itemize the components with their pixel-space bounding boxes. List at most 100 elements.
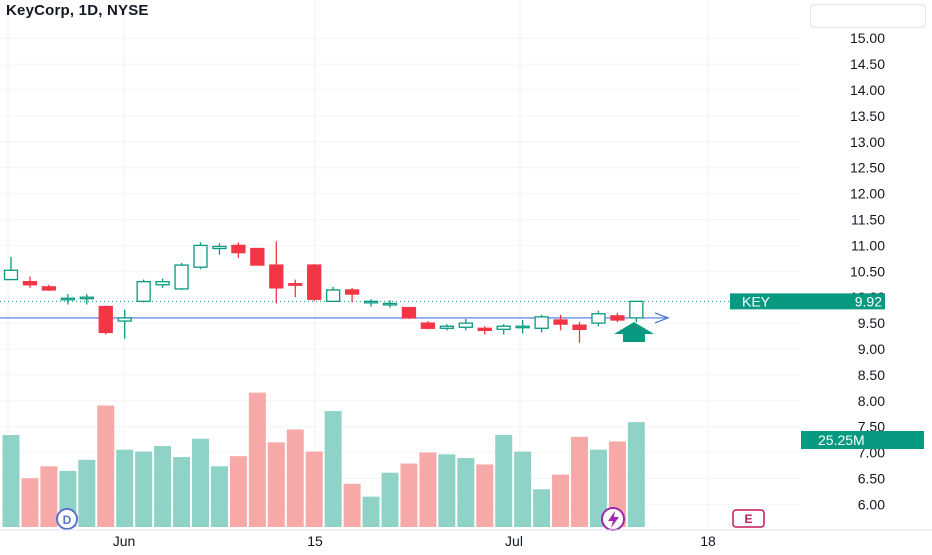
price-axis: 15.00 14.50 14.00 13.50 13.00 12.50 12.00 11.50… [730,30,924,512]
volume-bar [229,456,247,527]
candle-body [136,281,151,302]
volume-bar [589,449,607,527]
volume-bar [476,464,494,527]
volume-bars [2,392,645,527]
volume-bar [2,435,20,527]
toolbar-box[interactable] [810,4,926,28]
volume-bar [381,472,399,527]
time-tick-label: Jul [505,533,523,549]
candle-body [325,289,341,302]
split-marker[interactable] [601,507,625,531]
earnings-marker-label: E [744,512,752,526]
volume-bar [362,496,380,527]
volume-bar [173,457,191,527]
candle-body [212,245,227,250]
price-tick-label: 11.00 [851,237,885,253]
candle-body [250,247,265,266]
candle-body [307,264,322,300]
chart-title: KeyCorp, 1D, NYSE [6,2,149,19]
candle-body [288,283,303,286]
volume-bar [419,452,437,527]
volume-bar [135,451,153,527]
candle-body [572,324,587,330]
volume-bar [400,463,418,527]
grid [0,0,800,528]
volume-bar [343,483,361,527]
candle-body [344,289,360,295]
candle-body [117,317,132,322]
price-tick-label: 13.00 [850,134,885,150]
last-price-symbol: KEY [742,293,771,309]
price-tick-label: 10.50 [850,263,885,279]
volume-bar [514,451,532,527]
candle-body [98,305,113,334]
volume-bar [571,436,588,527]
candle-body [193,244,208,268]
time-tick-label: Jun [113,533,136,549]
up-arrow-icon [614,322,654,342]
candle-body [496,325,511,330]
volume-bar [608,441,626,527]
candle-body [553,319,568,325]
candle-body [3,269,19,281]
candle-body [79,296,94,300]
candle-body [610,315,625,321]
earnings-marker[interactable]: E [732,509,765,528]
candle-body [439,325,455,329]
volume-bar [267,442,285,527]
price-tick-label: 13.50 [850,108,885,124]
candles [3,241,644,343]
volume-bar [438,454,456,527]
volume-bar [552,474,570,527]
earnings-marker-box [732,509,765,528]
candle-body [155,281,170,286]
last-volume-label: 25.25M [801,431,924,449]
candle-body [41,286,57,291]
candle-body [231,244,246,254]
candle-body [477,327,492,332]
candle-body [629,300,644,319]
lightning-icon [608,511,619,528]
price-tick-label: 12.00 [850,186,885,202]
volume-bar [457,458,475,527]
candle-body [515,325,530,329]
candle-body [60,297,75,301]
last-price-value: 9.92 [855,293,882,309]
candle-body [591,313,606,324]
time-tick-label: 18 [700,533,716,549]
dividend-marker-ring [56,508,78,530]
candle-body [363,300,379,304]
price-tick-label: 8.00 [858,393,885,409]
price-tick-label: 7.50 [858,419,885,435]
candle-body [22,281,38,286]
price-tick-label: 11.50 [851,212,885,228]
price-tick-label: 6.50 [858,471,885,487]
volume-bar [305,451,323,527]
volume-label-value: 25.25M [818,432,865,448]
price-tick-label: 15.00 [850,30,885,46]
price-tick-label: 9.50 [858,315,885,331]
dividend-marker[interactable]: D [56,508,78,530]
time-tick-label: 15 [307,533,323,549]
candle-body [174,264,189,290]
volume-bar [286,429,304,527]
volume-bar [627,422,645,527]
volume-bar [78,459,96,527]
last-price-background [730,293,885,310]
price-tick-label: 8.50 [858,367,885,383]
volume-label-background [801,431,924,449]
volume-bar [192,438,209,527]
volume-bar [40,466,58,527]
dividend-marker-label: D [63,513,72,527]
candle-body [420,322,436,329]
volume-bar [21,478,39,527]
price-tick-label: 14.00 [850,82,885,98]
price-tick-label: 9.00 [858,341,885,357]
price-tick-label: 6.00 [858,496,885,512]
volume-bar [154,446,172,527]
volume-bar [210,466,228,527]
price-tick-label: 14.50 [850,56,885,72]
trendline-arrowhead [654,312,670,324]
